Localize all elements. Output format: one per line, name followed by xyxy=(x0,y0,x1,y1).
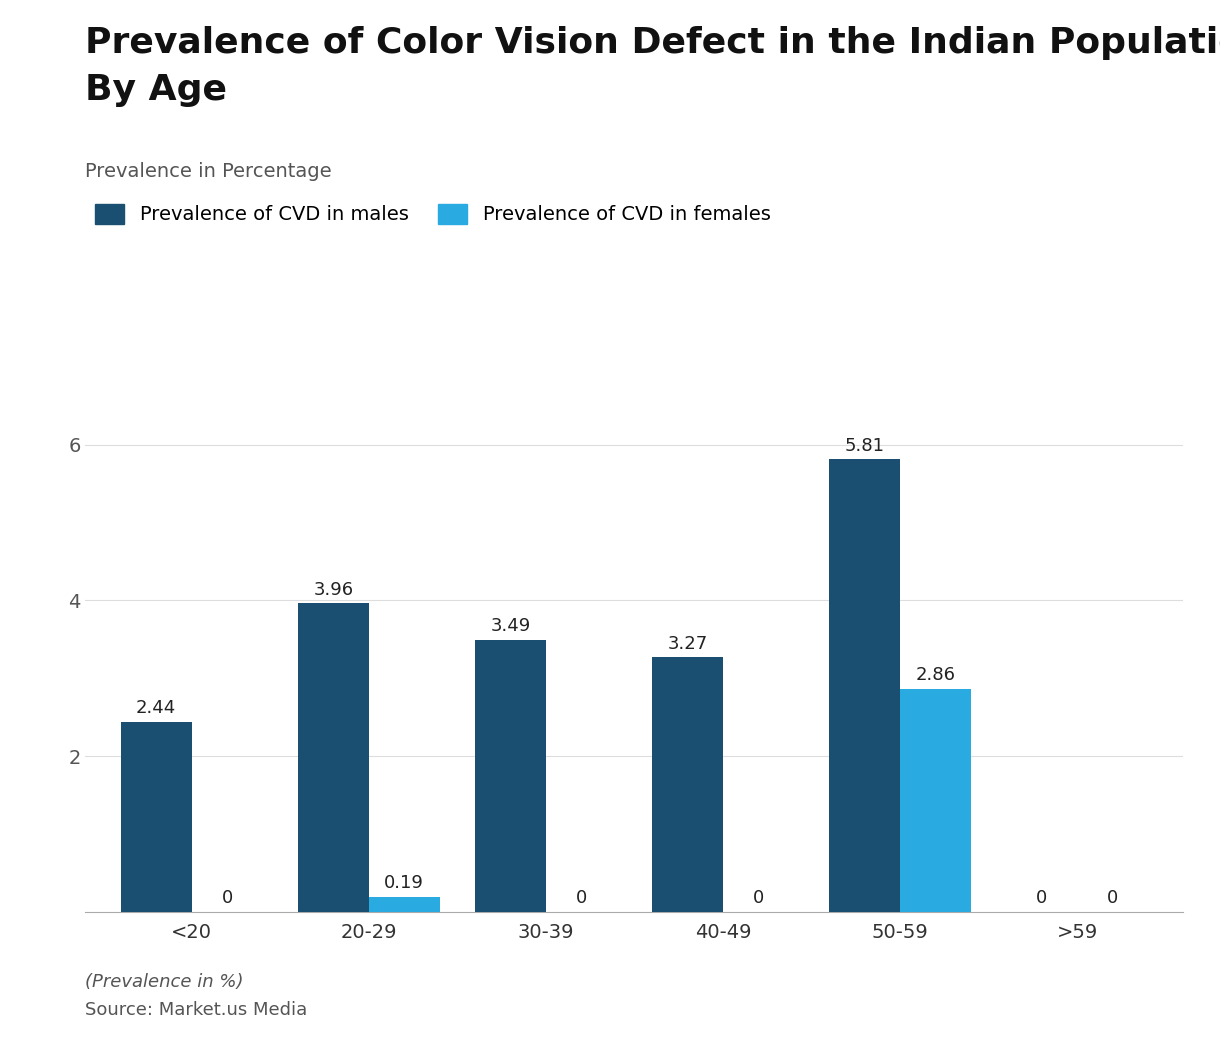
Bar xyxy=(368,897,439,912)
Text: 0: 0 xyxy=(1107,889,1119,908)
Text: Source: Market.us Media: Source: Market.us Media xyxy=(85,1001,307,1019)
Text: (Prevalence in %): (Prevalence in %) xyxy=(85,973,244,990)
Text: By Age: By Age xyxy=(85,73,227,107)
Text: 5.81: 5.81 xyxy=(844,437,884,455)
Bar xyxy=(298,604,368,912)
Bar xyxy=(475,640,545,912)
Text: 0: 0 xyxy=(576,889,587,908)
Text: 0: 0 xyxy=(222,889,233,908)
Text: 0: 0 xyxy=(753,889,764,908)
Text: 3.96: 3.96 xyxy=(314,581,354,598)
Bar xyxy=(121,722,192,912)
Text: 0.19: 0.19 xyxy=(384,874,425,892)
Legend: Prevalence of CVD in males, Prevalence of CVD in females: Prevalence of CVD in males, Prevalence o… xyxy=(95,203,771,224)
Text: 2.44: 2.44 xyxy=(137,699,177,717)
Bar xyxy=(653,657,723,912)
Text: 0: 0 xyxy=(1036,889,1047,908)
Text: 3.27: 3.27 xyxy=(667,634,708,653)
Text: 3.49: 3.49 xyxy=(490,617,531,635)
Bar xyxy=(900,690,971,912)
Text: Prevalence of Color Vision Defect in the Indian Population -: Prevalence of Color Vision Defect in the… xyxy=(85,26,1220,60)
Bar xyxy=(830,459,900,912)
Text: 2.86: 2.86 xyxy=(915,667,955,684)
Text: Prevalence in Percentage: Prevalence in Percentage xyxy=(85,162,332,181)
